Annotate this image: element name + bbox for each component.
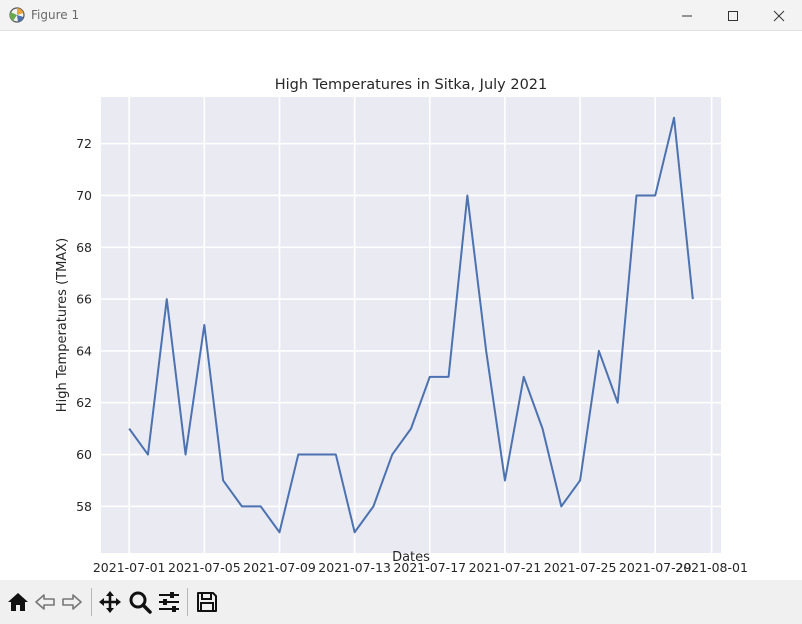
figure-canvas[interactable]: 2021-07-01 2021-07-05 2021-07-09 2021-07-13…	[0, 31, 802, 580]
maximize-button[interactable]	[710, 0, 756, 31]
home-button[interactable]	[6, 590, 30, 614]
chart-title: High Temperatures in Sitka, July 2021	[275, 77, 548, 93]
line-chart: 2021-07-01 2021-07-05 2021-07-09 2021-07-13…	[55, 77, 748, 575]
matplotlib-figure-icon	[9, 7, 25, 23]
toolbar-separator	[187, 588, 188, 616]
configure-subplots-button[interactable]	[157, 590, 181, 614]
close-button[interactable]	[756, 0, 802, 31]
zoom-button[interactable]	[128, 590, 152, 614]
y-tick-label: 64	[76, 343, 92, 358]
pan-move-icon	[99, 591, 121, 613]
y-tick-label: 66	[76, 292, 92, 307]
x-axis-label: Dates	[392, 550, 430, 565]
y-tick-labels: 58 60 62 64 66 68 70 72	[76, 136, 92, 514]
close-icon	[773, 10, 785, 22]
y-tick-label: 70	[76, 188, 92, 203]
x-tick-label: 2021-07-05	[168, 560, 241, 575]
y-tick-label: 60	[76, 447, 92, 462]
configure-subplots-icon	[159, 592, 179, 612]
x-tick-label: 2021-07-29	[619, 560, 692, 575]
window-title: Figure 1	[31, 8, 80, 22]
back-button[interactable]	[33, 590, 57, 614]
save-icon	[197, 592, 217, 612]
y-tick-label: 62	[76, 395, 92, 410]
save-button[interactable]	[195, 590, 219, 614]
zoom-magnifier-icon	[129, 591, 152, 614]
y-tick-label: 72	[76, 136, 92, 151]
x-tick-label: 2021-07-25	[544, 560, 617, 575]
y-tick-label: 68	[76, 240, 92, 255]
navigation-toolbar	[0, 580, 802, 624]
forward-button[interactable]	[60, 590, 84, 614]
x-tick-label: 2021-07-21	[469, 560, 542, 575]
minimize-icon	[682, 15, 692, 17]
back-arrow-icon	[35, 594, 55, 610]
plot-area	[101, 97, 721, 553]
maximize-icon	[728, 11, 738, 21]
x-tick-label: 2021-07-09	[243, 560, 316, 575]
y-axis-label: High Temperatures (TMAX)	[55, 238, 70, 412]
y-tick-label: 58	[76, 499, 92, 514]
forward-arrow-icon	[62, 594, 82, 610]
minimize-button[interactable]	[664, 0, 710, 31]
x-tick-labels: 2021-07-01 2021-07-05 2021-07-09 2021-07-13…	[93, 560, 748, 575]
x-tick-label: 2021-08-01	[675, 560, 748, 575]
window-titlebar: Figure 1	[0, 0, 802, 31]
x-tick-label: 2021-07-13	[318, 560, 391, 575]
home-icon	[8, 593, 28, 611]
data-points	[129, 117, 693, 533]
pan-button[interactable]	[98, 590, 122, 614]
x-tick-label: 2021-07-01	[93, 560, 166, 575]
toolbar-separator	[91, 588, 92, 616]
x-tick-label: 2021-07-17	[393, 560, 466, 575]
